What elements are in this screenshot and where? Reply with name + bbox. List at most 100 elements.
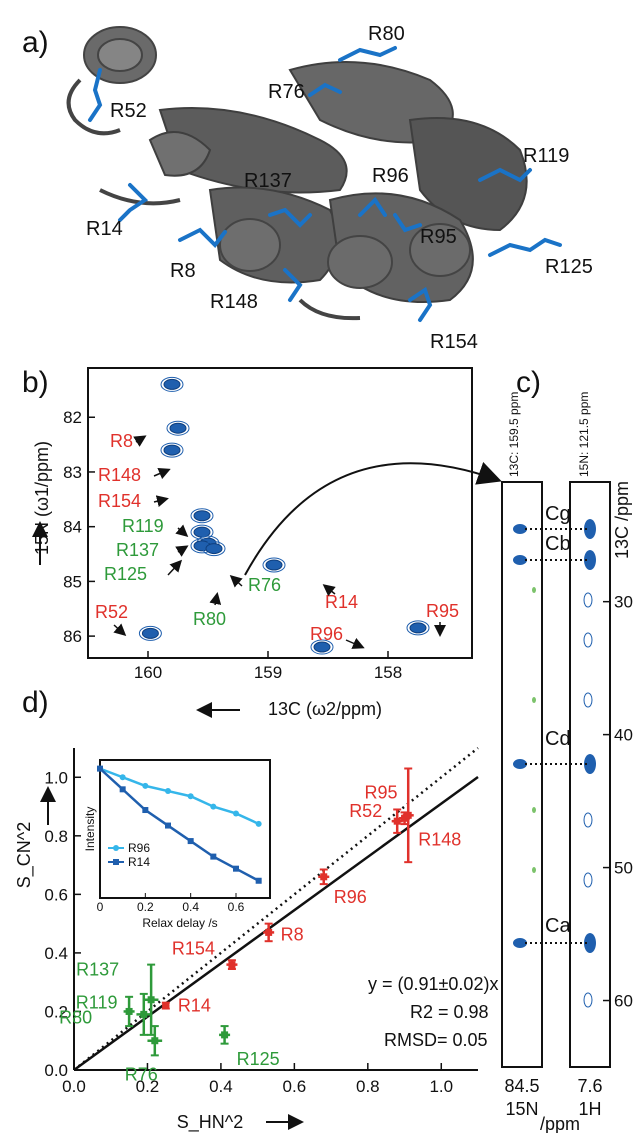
peak-contour-r119 — [190, 508, 214, 524]
panel-c-peaks — [513, 519, 596, 1008]
label-point-r8: R8 — [281, 924, 304, 944]
c-label-cg: Cg — [545, 503, 571, 525]
inset-point-r14 — [165, 822, 171, 829]
panel-b-y-tick-label: 84 — [63, 518, 82, 537]
b-label-r96: R96 — [310, 624, 343, 644]
inset-point-r14 — [233, 865, 239, 872]
point-r8 — [265, 928, 273, 936]
point-r137 — [147, 996, 155, 1004]
peak-contour-r52 — [138, 625, 162, 641]
panel-d-x-label: S_HN^2 — [177, 1112, 243, 1133]
panel-b-y-label: 15N (ω1/ppm) — [32, 441, 52, 555]
panel-c: c) 13C: 159.5 ppm 15N: 121.5 ppm 30 40 50 6… — [501, 366, 633, 1133]
inset-point-r96 — [210, 803, 217, 810]
label-point-r52: R52 — [349, 801, 382, 821]
peak-r8 — [163, 378, 181, 390]
panel-b: b) 160 159 158 82 83 84 85 86 15N (ω1/ppm) 13C … — [22, 366, 502, 719]
strip1-noise — [532, 807, 536, 813]
panel-c-y-label: 13C /ppm — [612, 481, 632, 559]
panel-b-label-arrows — [113, 435, 446, 649]
b-label-r154: R154 — [98, 491, 141, 511]
label-point-r148: R148 — [418, 829, 461, 849]
point-r154 — [228, 961, 236, 969]
peak-contour-r14 — [262, 557, 286, 573]
panel-b-x-tick-label: 159 — [254, 663, 282, 682]
label-r119: R119 — [523, 145, 569, 167]
label-r8: R8 — [170, 260, 196, 282]
peak-contour-r148 — [166, 420, 190, 436]
b-label-r14: R14 — [325, 592, 358, 612]
panel-d-y-tick-label: 0.8 — [44, 827, 68, 846]
strip1-peak — [513, 555, 527, 565]
point-r76 — [151, 1037, 159, 1045]
protein-structure-image — [66, 26, 562, 322]
panel-d-y-tick-label: 0.6 — [44, 885, 68, 904]
strip2-minor-peak — [583, 592, 593, 608]
strip1-header: 13C: 159.5 ppm — [507, 392, 521, 477]
strip2-peak — [584, 550, 596, 570]
panel-b-label: b) — [22, 366, 49, 399]
panel-d-label: d) — [22, 686, 49, 719]
panel-a-label: a) — [22, 26, 49, 59]
strip2-peak — [584, 519, 596, 539]
inset-legend: R96 R14 — [108, 841, 150, 869]
label-point-r96: R96 — [334, 887, 367, 907]
peak-r95 — [409, 622, 427, 634]
inset-point-r14 — [97, 765, 103, 772]
strip2-minor-peak — [583, 992, 593, 1008]
strip2-header: 15N: 121.5 ppm — [577, 392, 591, 477]
strip2-minor-peak — [583, 812, 593, 828]
inset-point-r14 — [142, 807, 149, 814]
strip2-peak — [584, 754, 596, 774]
label-point-r14: R14 — [178, 996, 211, 1016]
point-r148 — [404, 811, 412, 819]
panel-b-peaks — [138, 376, 430, 655]
panel-a: a) — [22, 23, 593, 353]
panel-d-y-tick-label: 1.0 — [44, 768, 68, 787]
point-r80 — [125, 1007, 133, 1015]
b-label-r8: R8 — [110, 431, 133, 451]
panel-d: d) 0.0 0.2 0.4 0.6 0.8 1.00.00.20.40.60.81.0 … — [14, 686, 498, 1133]
label-r76: R76 — [268, 81, 305, 103]
inset-point-r14 — [187, 838, 194, 845]
label-r148: R148 — [210, 291, 258, 313]
peak-r14 — [265, 559, 283, 571]
inset-point-r14 — [119, 786, 126, 793]
peak-r148 — [169, 422, 187, 434]
peak-r119 — [193, 510, 211, 522]
panel-d-x-tick-label: 1.0 — [429, 1077, 453, 1096]
strip1-noise — [532, 587, 536, 593]
point-r14 — [162, 1002, 170, 1010]
label-point-r76: R76 — [125, 1065, 158, 1085]
strip2-minor-peak — [583, 692, 593, 708]
strip2-minor-peak — [583, 872, 593, 888]
label-point-r80: R80 — [59, 1007, 92, 1027]
b-label-r52: R52 — [95, 602, 128, 622]
strip2-peak — [584, 933, 596, 953]
peak-contour-r76 — [202, 541, 226, 557]
inset-plot: 0 0.2 0.4 0.6 — [97, 765, 262, 914]
panel-b-x-tick-label: 158 — [374, 663, 402, 682]
panel-c-label: c) — [516, 366, 541, 399]
point-r96 — [320, 873, 328, 881]
label-point-r95: R95 — [365, 782, 398, 802]
legend-r96-marker — [113, 845, 119, 851]
strip1-noise — [532, 697, 536, 703]
strip2-minor-peak — [583, 632, 593, 648]
peak-contour-r154 — [160, 442, 184, 458]
legend-r14-label: R14 — [128, 855, 150, 869]
peak-r76 — [205, 543, 223, 555]
inset-line-r96 — [99, 767, 260, 825]
label-point-r125: R125 — [237, 1049, 280, 1069]
panel-c-ticks: 30 40 50 60 — [603, 593, 633, 1011]
inset-point-r96 — [119, 774, 126, 781]
peak-r96 — [313, 641, 331, 653]
panel-c-y-tick-label: 60 — [614, 992, 633, 1011]
point-r119 — [140, 1010, 148, 1018]
peak-contour-r8 — [160, 376, 184, 392]
panel-b-y-tick-label: 85 — [63, 572, 82, 591]
strip-1-frame — [501, 481, 543, 1068]
c-label-cd: Cd — [545, 728, 571, 750]
b-label-r137: R137 — [116, 540, 159, 560]
inset-x-tick-label: 0 — [97, 900, 104, 914]
